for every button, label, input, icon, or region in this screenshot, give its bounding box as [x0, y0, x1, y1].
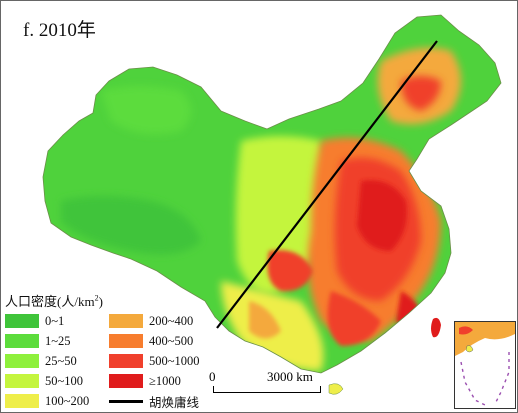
legend-swatch: [109, 354, 143, 368]
inset-map: [455, 322, 515, 407]
legend-item-hu-line: 胡焕庸线: [109, 393, 229, 410]
legend-swatch: [5, 374, 39, 388]
legend-swatch: [109, 334, 143, 348]
legend-item-1000-plus: ≥1000: [109, 373, 229, 389]
legend-title: 人口密度(人/km2): [5, 293, 103, 309]
legend-item-0-1: 0~1: [5, 313, 101, 329]
map-title: f. 2010年: [23, 20, 96, 41]
south-china-sea-inset: [454, 321, 516, 409]
inset-hainan: [465, 345, 474, 353]
legend-item-200-400: 200~400: [109, 313, 229, 329]
taiwan: [431, 317, 441, 338]
legend-line-swatch: [109, 399, 143, 403]
legend-swatch: [5, 334, 39, 348]
legend-swatch: [5, 394, 39, 408]
legend-swatch: [5, 354, 39, 368]
inset-dash-line: [460, 352, 510, 407]
china-outline: [42, 14, 502, 374]
scale-bar-line: [213, 386, 321, 393]
scale-start-label: 0: [209, 369, 216, 384]
legend-grid: 0~1 200~400 1~25 400~500 25~50 500~1000 …: [5, 313, 237, 410]
scale-bar: 0 3000 km: [209, 369, 329, 399]
legend: 人口密度(人/km2) 0~1 200~400 1~25 400~500 25~…: [5, 291, 237, 410]
legend-item-500-1000: 500~1000: [109, 353, 229, 369]
hu-huanyong-line: [216, 40, 438, 329]
legend-swatch: [5, 314, 39, 328]
scale-end-label: 3000 km: [267, 369, 313, 384]
hainan: [328, 383, 344, 395]
inset-coast-dense: [459, 326, 473, 335]
legend-item-400-500: 400~500: [109, 333, 229, 349]
legend-swatch: [109, 374, 143, 388]
legend-item-100-200: 100~200: [5, 393, 101, 409]
legend-item-1-25: 1~25: [5, 333, 101, 349]
legend-swatch: [109, 314, 143, 328]
legend-item-50-100: 50~100: [5, 373, 101, 389]
legend-item-25-50: 25~50: [5, 353, 101, 369]
